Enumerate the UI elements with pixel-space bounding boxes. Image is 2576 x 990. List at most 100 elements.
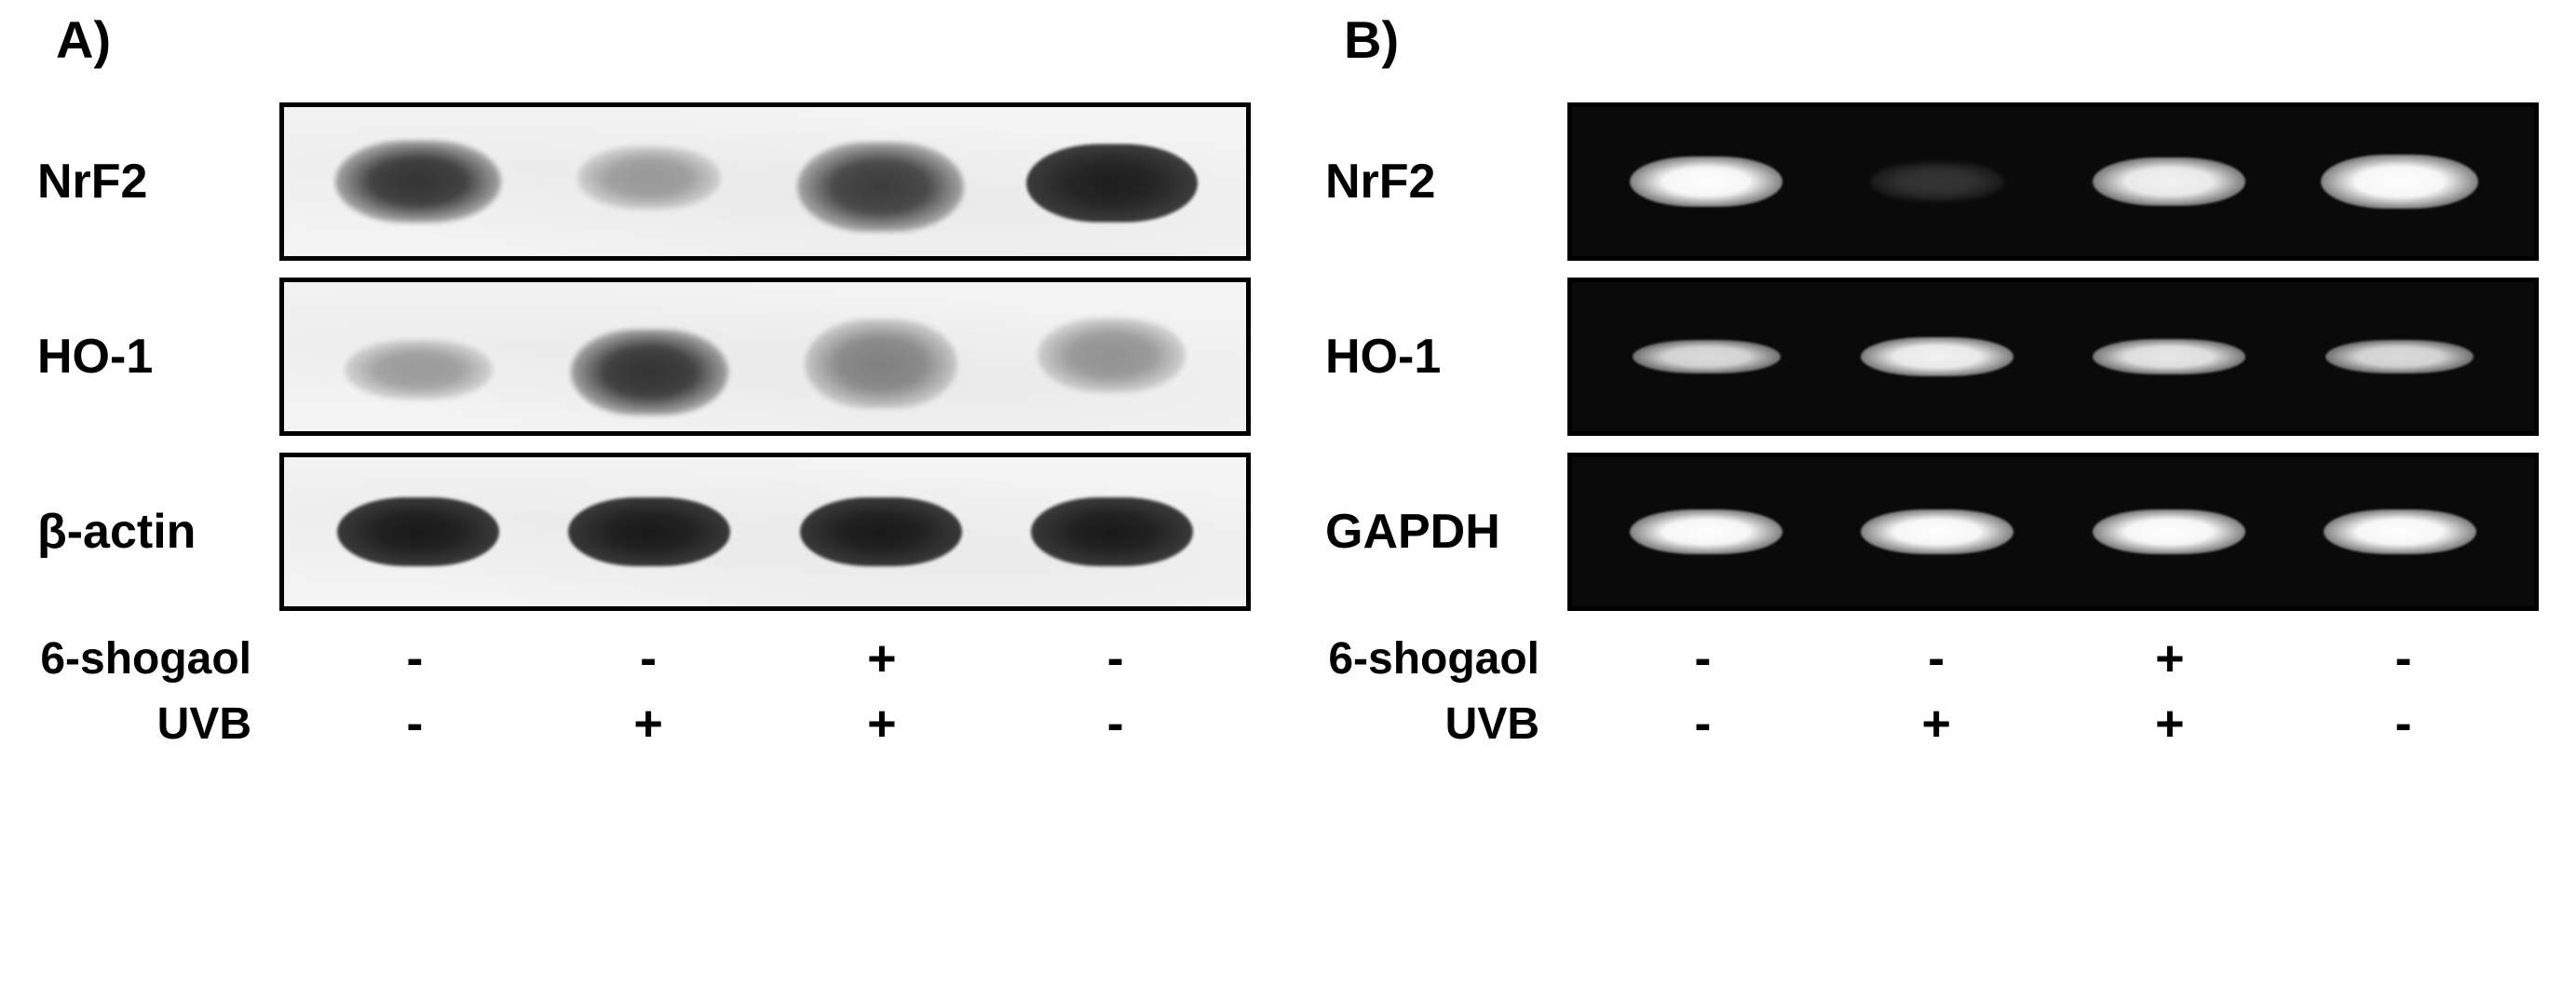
gel-band — [1861, 509, 2013, 554]
panel-b-row-ho1-label: HO-1 — [1325, 329, 1567, 385]
panel-a-row-bactin: β-actin — [37, 453, 1251, 611]
gel-lane — [1822, 282, 2053, 431]
gel-lane — [1822, 107, 2053, 256]
panel-b-row-gapdh-box — [1567, 453, 2539, 611]
panel-a-row-ho1-lanes — [284, 282, 1246, 431]
cond-label-uvb: UVB — [1325, 698, 1567, 750]
panel-b-row-ho1-box — [1567, 278, 2539, 436]
gel-lane — [997, 457, 1227, 606]
gel-band — [2321, 155, 2478, 209]
gel-band — [1026, 144, 1198, 222]
gel-lane — [534, 457, 765, 606]
gel-band — [1037, 318, 1186, 392]
panel-b-row-ho1-lanes — [1572, 282, 2534, 431]
gel-lane — [766, 107, 997, 256]
cond-cell: - — [1586, 695, 1820, 753]
gel-lane — [303, 107, 534, 256]
panel-b-conditions: 6-shogaol - - + - UVB - + + - — [1325, 630, 2539, 753]
cond-cells: - - + - — [1567, 630, 2539, 687]
panel-a-row-ho1-box — [279, 278, 1251, 436]
gel-lane — [303, 282, 534, 431]
panel-b-gel-area: NrF2 HO-1 — [1325, 102, 2539, 611]
gel-band — [1031, 497, 1193, 566]
cond-label-6shogaol: 6-shogaol — [1325, 633, 1567, 685]
gel-lane — [766, 457, 997, 606]
panel-a-row-nrf2-lanes — [284, 107, 1246, 256]
gel-band — [1630, 509, 1783, 554]
gel-lane — [1822, 457, 2053, 606]
panel-a-row-ho1-label: HO-1 — [37, 329, 279, 385]
panel-b-cond-uvb: UVB - + + - — [1325, 695, 2539, 753]
panel-a-row-nrf2-label: NrF2 — [37, 154, 279, 210]
gel-band — [568, 497, 730, 566]
cond-cell: - — [998, 695, 1232, 753]
panel-a-conditions: 6-shogaol - - + - UVB - + + - — [37, 630, 1251, 753]
cond-cell: - — [298, 630, 532, 687]
gel-band — [335, 141, 502, 223]
gel-lane — [997, 282, 1227, 431]
gel-band — [345, 340, 493, 400]
panel-b-row-nrf2-label: NrF2 — [1325, 154, 1567, 210]
gel-band — [337, 497, 499, 566]
panel-a: A) NrF2 HO-1 — [0, 0, 1288, 990]
gel-band — [1861, 337, 2013, 376]
panel-a-row-ho1: HO-1 — [37, 278, 1251, 436]
cond-label-6shogaol: 6-shogaol — [37, 633, 279, 685]
cond-cell: - — [2286, 630, 2520, 687]
gel-lane — [2285, 107, 2515, 256]
gel-lane — [1591, 282, 1822, 431]
panel-b-row-ho1: HO-1 — [1325, 278, 2539, 436]
panel-b: B) NrF2 HO-1 — [1288, 0, 2576, 990]
panel-a-gel-area: NrF2 HO-1 — [37, 102, 1251, 611]
gel-lane — [2285, 282, 2515, 431]
cond-cell: - — [998, 630, 1232, 687]
gel-band — [2324, 509, 2476, 554]
panel-b-cond-6shogaol: 6-shogaol - - + - — [1325, 630, 2539, 687]
cond-cell: + — [766, 695, 999, 753]
panel-a-row-nrf2-box — [279, 102, 1251, 261]
panel-a-cond-uvb: UVB - + + - — [37, 695, 1251, 753]
gel-lane — [2054, 282, 2285, 431]
cond-cell: + — [2054, 695, 2287, 753]
gel-band — [2093, 157, 2245, 205]
cond-label-uvb: UVB — [37, 698, 279, 750]
panel-a-row-bactin-lanes — [284, 457, 1246, 606]
panel-a-row-nrf2: NrF2 — [37, 102, 1251, 261]
gel-band — [571, 329, 728, 415]
figure: A) NrF2 HO-1 — [0, 0, 2576, 990]
gel-band — [1870, 162, 2004, 201]
gel-lane — [2054, 457, 2285, 606]
cond-cell: + — [532, 695, 766, 753]
panel-b-row-nrf2-lanes — [1572, 107, 2534, 256]
gel-lane — [534, 107, 765, 256]
gel-lane — [766, 282, 997, 431]
cond-cell: + — [2054, 630, 2287, 687]
gel-lane — [2285, 457, 2515, 606]
cond-cells: - + + - — [279, 695, 1251, 753]
panel-b-row-gapdh: GAPDH — [1325, 453, 2539, 611]
panel-b-row-gapdh-label: GAPDH — [1325, 504, 1567, 560]
gel-band — [805, 319, 957, 409]
panel-b-row-gapdh-lanes — [1572, 457, 2534, 606]
cond-cell: - — [2286, 695, 2520, 753]
gel-band — [577, 146, 721, 209]
panel-b-row-nrf2: NrF2 — [1325, 102, 2539, 261]
gel-lane — [1591, 457, 1822, 606]
cond-cells: - + + - — [1567, 695, 2539, 753]
gel-lane — [2054, 107, 2285, 256]
gel-band — [2093, 339, 2245, 374]
panel-a-row-bactin-box — [279, 453, 1251, 611]
gel-band — [797, 142, 964, 232]
cond-cell: - — [532, 630, 766, 687]
gel-lane — [997, 107, 1227, 256]
cond-cell: + — [1820, 695, 2054, 753]
panel-a-cond-6shogaol: 6-shogaol - - + - — [37, 630, 1251, 687]
gel-band — [1633, 340, 1781, 373]
panel-a-title: A) — [56, 9, 111, 70]
gel-band — [800, 497, 962, 566]
gel-lane — [534, 282, 765, 431]
gel-band — [2325, 340, 2474, 373]
cond-cell: + — [766, 630, 999, 687]
cond-cell: - — [298, 695, 532, 753]
gel-band — [2093, 509, 2245, 554]
